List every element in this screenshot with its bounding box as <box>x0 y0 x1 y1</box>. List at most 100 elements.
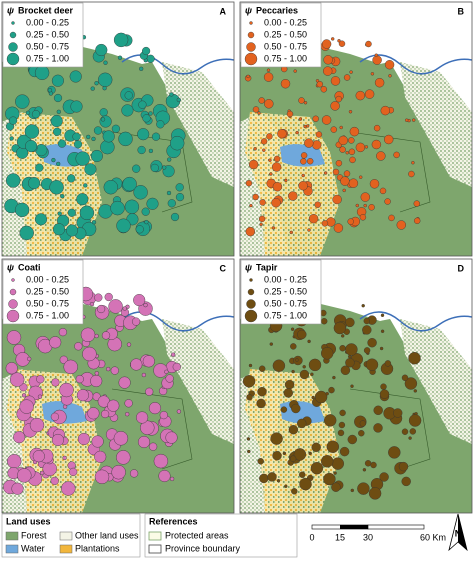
site-marker <box>246 74 250 79</box>
site-marker <box>132 164 141 173</box>
site-marker <box>9 136 14 141</box>
site-marker <box>137 145 146 155</box>
site-marker <box>21 393 27 398</box>
scale-label: 15 <box>335 532 345 542</box>
site-marker <box>289 230 293 235</box>
site-marker <box>75 151 90 166</box>
site-marker <box>248 159 259 170</box>
site-marker <box>118 131 133 147</box>
site-marker <box>247 449 251 454</box>
site-marker <box>323 472 336 486</box>
land-use-label: Water <box>21 543 45 553</box>
site-marker <box>404 118 409 122</box>
site-marker <box>140 420 155 435</box>
site-marker <box>94 293 103 302</box>
site-marker <box>413 200 421 207</box>
site-marker <box>280 406 288 413</box>
other-land <box>400 319 472 444</box>
site-marker <box>297 418 307 429</box>
site-marker <box>72 132 81 141</box>
site-marker <box>408 414 422 427</box>
site-marker <box>96 304 106 314</box>
site-marker <box>133 294 146 307</box>
site-marker <box>166 190 172 196</box>
legend-symbol: ψ <box>245 5 252 15</box>
site-marker <box>370 72 375 76</box>
reference-label: Protected areas <box>165 530 229 540</box>
site-marker <box>273 155 281 163</box>
site-marker <box>176 97 181 103</box>
site-marker <box>290 343 297 350</box>
site-marker <box>384 198 391 205</box>
site-marker <box>283 388 293 398</box>
site-marker <box>291 488 298 495</box>
site-marker <box>288 191 298 201</box>
site-marker <box>37 394 43 399</box>
site-marker <box>322 66 333 76</box>
panel-frame <box>239 258 473 514</box>
site-marker <box>248 363 253 368</box>
site-marker <box>308 358 322 372</box>
site-marker <box>51 378 60 387</box>
river <box>359 311 472 332</box>
site-marker <box>380 313 385 317</box>
site-marker <box>138 100 147 109</box>
site-marker <box>320 455 334 468</box>
site-marker <box>58 327 68 337</box>
site-marker <box>170 212 180 222</box>
site-marker <box>363 317 371 325</box>
site-marker <box>84 163 97 176</box>
site-marker <box>13 431 26 444</box>
site-marker <box>398 461 409 472</box>
north-arrow-half <box>458 514 467 550</box>
legend-symbol: ψ <box>245 262 252 272</box>
site-marker <box>404 377 418 390</box>
legend-symbol: ψ <box>7 262 14 272</box>
site-marker <box>57 139 67 148</box>
other-land <box>162 62 234 187</box>
site-marker <box>75 374 84 384</box>
map <box>240 2 472 256</box>
site-marker <box>384 60 395 70</box>
site-marker <box>5 362 18 375</box>
site-marker <box>50 114 63 128</box>
legend-marker <box>8 42 18 52</box>
site-marker <box>280 78 291 89</box>
site-marker <box>362 325 372 335</box>
legend-marker <box>247 31 255 39</box>
site-marker <box>9 116 18 125</box>
site-marker <box>310 461 324 475</box>
site-marker <box>258 97 265 104</box>
site-marker <box>69 467 78 477</box>
panel-frame <box>1 1 235 257</box>
site-marker <box>171 352 176 357</box>
site-marker <box>299 471 306 478</box>
legend-marker <box>6 52 20 66</box>
site-marker <box>94 469 110 485</box>
map-panel: Dψ Tapir 0.00 - 0.25 0.25 - 0.50 0.50 - 0.75… <box>239 258 473 514</box>
site-marker <box>333 471 337 475</box>
legend-title: Brocket deer <box>18 5 74 15</box>
map-panel: Cψ Coati 0.00 - 0.25 0.25 - 0.50 0.50 - 0.75… <box>1 258 235 514</box>
site-marker <box>373 405 383 416</box>
site-marker <box>348 109 353 114</box>
site-marker <box>245 179 253 187</box>
panel-letter: D <box>458 263 465 273</box>
site-marker <box>91 435 104 448</box>
site-marker <box>122 176 137 192</box>
site-marker <box>269 172 273 176</box>
site-marker <box>19 225 34 241</box>
site-marker <box>164 369 169 374</box>
bottom-legend: Land uses Forest Other land uses Water Plant… <box>1 513 468 558</box>
site-marker <box>246 394 253 401</box>
site-marker <box>17 468 32 483</box>
scale-label: 0 <box>309 532 314 542</box>
site-marker <box>304 138 314 148</box>
land-use-swatch <box>59 531 73 541</box>
site-marker <box>264 99 274 109</box>
site-marker <box>299 477 312 491</box>
site-marker <box>301 173 305 178</box>
site-marker <box>108 299 123 314</box>
site-marker <box>376 151 386 161</box>
map <box>2 2 234 256</box>
